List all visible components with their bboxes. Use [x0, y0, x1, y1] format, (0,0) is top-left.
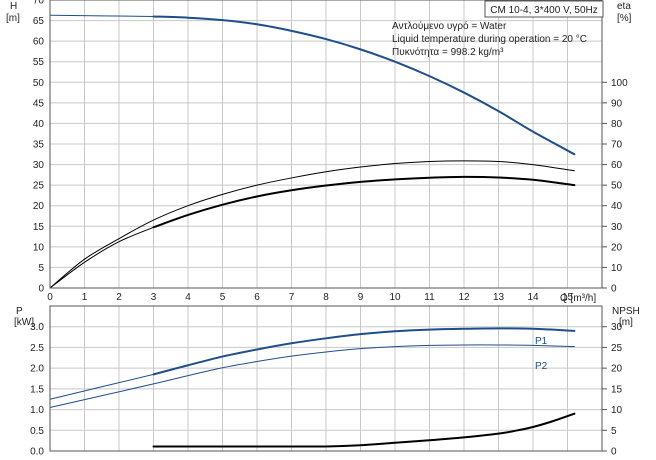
series-line-0-0-extension [49, 14, 154, 17]
right-axis-tick-label: 10 [611, 405, 623, 416]
right-axis-tick-label: 25 [611, 343, 623, 354]
series-line-p1-extension [49, 373, 154, 400]
label-layer: 0510152025303540455055606570010203040506… [30, 0, 628, 458]
series-label-p2: P2 [535, 361, 548, 372]
annotation-density: Πυκνότητα = 998.2 kg/m³ [392, 46, 504, 58]
right-axis-tick-label: 30 [611, 222, 623, 233]
left-axis-tick-label: 3.0 [30, 322, 44, 333]
power-axis-title: P [16, 306, 23, 317]
right-axis-tick-label: 15 [611, 384, 623, 395]
left-axis-tick-label: 45 [33, 98, 45, 109]
left-axis-tick-label: 2.0 [30, 364, 44, 375]
series-line-p1 [152, 327, 576, 376]
title-box [484, 0, 604, 18]
plot-frame [49, 305, 603, 452]
left-axis-tick-label: 2.5 [30, 343, 44, 354]
annotation-temperature: Liquid temperature during operation = 20… [392, 34, 587, 45]
right-axis-tick-label: 0 [611, 447, 617, 458]
x-axis-tick-label: 11 [424, 292, 435, 303]
left-axis-tick-label: 35 [33, 140, 45, 151]
right-axis-tick-label: 100 [611, 78, 628, 89]
right-axis-tick-label: 50 [611, 181, 623, 192]
left-axis-tick-label: 1.0 [30, 405, 44, 416]
x-axis-tick-label: 5 [220, 292, 226, 303]
left-axis-tick-label: 10 [33, 242, 45, 253]
left-axis-tick-label: 30 [33, 160, 45, 171]
series-line-0-2 [152, 175, 576, 229]
x-axis-tick-label: 9 [358, 292, 364, 303]
left-axis-tick-label: 40 [33, 119, 45, 130]
series-line-0-0 [152, 15, 576, 156]
left-axis-tick-label: 50 [33, 78, 45, 89]
right-axis-tick-label: 0 [611, 284, 617, 295]
left-axis-tick-label: 60 [33, 37, 45, 48]
right-axis-tick-label: 20 [611, 242, 623, 253]
x-axis-tick-label: 14 [527, 292, 539, 303]
right-axis-tick-label: 20 [611, 364, 623, 375]
x-axis-tick-label: 4 [185, 292, 191, 303]
frame-layer [49, 0, 607, 452]
efficiency-axis-unit: [%] [617, 13, 632, 24]
x-axis-tick-label: 2 [116, 292, 122, 303]
x-axis-tick-label: 13 [493, 292, 505, 303]
head-axis-unit: [m] [6, 13, 20, 24]
right-axis-tick-label: 10 [611, 263, 623, 274]
left-axis-tick-label: 20 [33, 201, 45, 212]
left-axis-tick-label: 15 [33, 222, 45, 233]
flow-axis-title: Q [m³/h] [560, 293, 596, 304]
x-axis-tick-label: 6 [254, 292, 260, 303]
npsh-axis-title: NPSH [612, 306, 640, 317]
left-axis-tick-label: 0 [38, 284, 44, 295]
npsh-axis-unit: [m] [619, 317, 633, 328]
annotation-liquid: Αντλούμενο υγρό = Water [392, 20, 507, 32]
series-line-0-2-extension [49, 226, 154, 289]
right-axis-tick-label: 90 [611, 98, 623, 109]
head-axis-title: H [10, 1, 17, 12]
series-line-1-2 [152, 412, 576, 448]
series-label-p1: P1 [535, 336, 548, 347]
curve-layer [49, 14, 576, 448]
right-axis-tick-label: 40 [611, 201, 623, 212]
left-axis-tick-label: 65 [33, 16, 45, 27]
right-axis-tick-label: 60 [611, 160, 623, 171]
chart-title: CM 10-4, 3*400 V, 50Hz [490, 5, 597, 16]
left-axis-tick-label: 70 [33, 0, 45, 7]
right-axis-tick-label: 5 [611, 426, 617, 437]
right-axis-tick-label: 70 [611, 140, 623, 151]
left-axis-tick-label: 25 [33, 181, 45, 192]
x-axis-tick-label: 8 [323, 292, 329, 303]
left-axis-tick-label: 5 [38, 263, 44, 274]
x-axis-tick-label: 10 [389, 292, 401, 303]
x-axis-tick-label: 3 [151, 292, 157, 303]
efficiency-axis-title: eta [617, 1, 631, 12]
x-axis-tick-label: 7 [289, 292, 295, 303]
grid-layer [49, 0, 603, 452]
plot-frame [49, 0, 603, 289]
left-axis-tick-label: 0.5 [30, 426, 44, 437]
x-axis-tick-label: 1 [82, 292, 88, 303]
power-axis-unit: [kW] [14, 317, 34, 328]
series-line-0-1 [49, 160, 575, 289]
series-line-p2 [49, 344, 575, 408]
right-axis-tick-label: 80 [611, 119, 623, 130]
left-axis-tick-label: 0.0 [30, 447, 44, 458]
right-axis-tick-label: 30 [611, 322, 623, 333]
left-axis-tick-label: 1.5 [30, 384, 44, 395]
left-axis-tick-label: 55 [33, 57, 45, 68]
x-axis-tick-label: 12 [458, 292, 470, 303]
x-axis-tick-label: 0 [47, 292, 53, 303]
x-axis-tick-label: 15 [562, 292, 574, 303]
